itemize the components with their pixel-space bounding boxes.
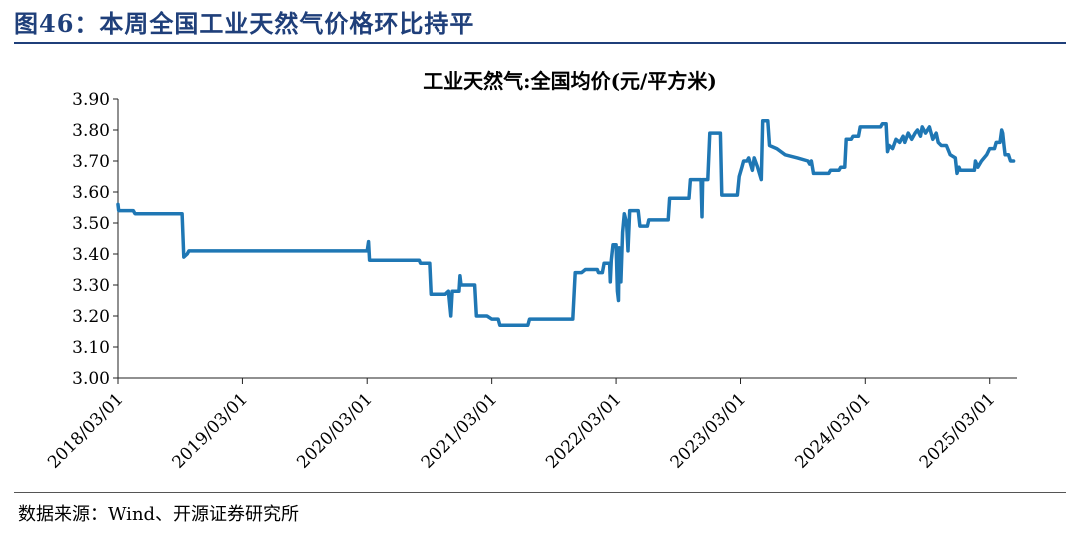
y-tick-label: 3.40 [72,245,110,265]
x-tick-label: 2024/03/01 [791,389,874,472]
y-tick-label: 3.10 [72,338,110,358]
x-tick-label: 2022/03/01 [542,389,625,472]
y-tick-label: 3.70 [72,152,110,172]
x-tick-label: 2018/03/01 [44,389,127,472]
source-note: 数据来源：Wind、开源证券研究所 [18,504,300,525]
figure-header: 图46：本周全国工业天然气价格环比持平 [14,2,1066,44]
chart-title: 工业天然气:全国均价(元/平方米) [423,69,717,93]
line-chart: 3.00 3.10 3.20 3.30 3.40 3.50 3.60 3.70 3.80 3.90… [44,90,1017,473]
x-tick-label: 2020/03/01 [293,389,376,472]
y-tick-label: 3.90 [72,90,110,110]
y-tick-label: 3.30 [72,276,110,296]
y-tick-label: 3.00 [72,369,110,389]
footer-divider [14,492,1066,493]
y-tick-label: 3.60 [72,183,110,203]
y-tick-label: 3.50 [72,214,110,234]
x-tick-label: 2025/03/01 [916,389,999,472]
series-line [116,118,1016,328]
x-tick-label: 2019/03/01 [169,389,252,472]
y-tick-label: 3.80 [72,121,110,141]
header-divider [14,42,1066,44]
y-tick-label: 3.20 [72,307,110,327]
figure-title: 图46：本周全国工业天然气价格环比持平 [14,9,475,38]
x-tick-label: 2021/03/01 [418,389,501,472]
chart-container: 工业天然气:全国均价(元/平方米) 3.00 3.10 3.20 3.30 3.40 3.… [0,55,1080,485]
x-tick-label: 2023/03/01 [667,389,750,472]
